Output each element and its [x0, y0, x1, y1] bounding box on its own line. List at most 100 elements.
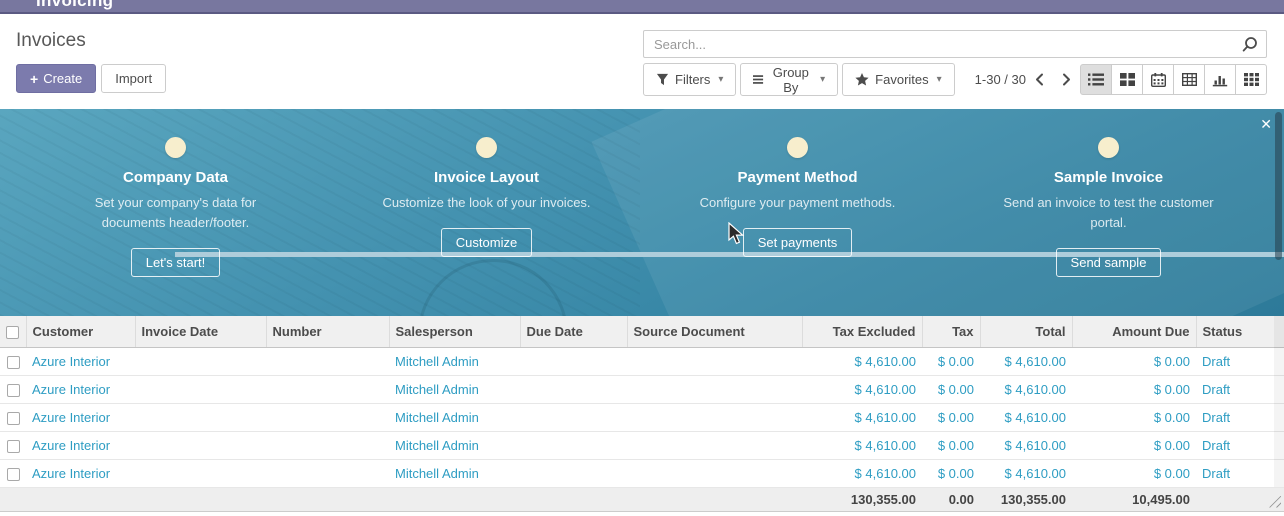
cell-tax[interactable]: $ 0.00 — [922, 459, 980, 488]
cell-tax-excluded[interactable]: $ 4,610.00 — [802, 459, 922, 488]
column-header-customer[interactable]: Customer — [26, 316, 136, 348]
cell-number[interactable] — [266, 431, 389, 460]
cell-source-document[interactable] — [627, 347, 802, 376]
cell-total[interactable]: $ 4,610.00 — [980, 459, 1072, 488]
create-button[interactable]: + Create — [16, 64, 97, 93]
cell-tax[interactable]: $ 0.00 — [922, 431, 980, 460]
cell-tax-excluded[interactable]: $ 4,610.00 — [802, 347, 922, 376]
customize-button[interactable]: Customize — [440, 228, 533, 258]
search-input[interactable] — [644, 36, 1237, 52]
send-sample-button[interactable]: Send sample — [1055, 248, 1162, 278]
cell-customer[interactable]: Azure Interior — [26, 431, 135, 460]
cell-source-document[interactable] — [627, 459, 802, 488]
cell-total[interactable]: $ 4,610.00 — [980, 375, 1072, 404]
cell-customer[interactable]: Azure Interior — [26, 347, 135, 376]
filters-menu-button[interactable]: Filters ▾ — [643, 63, 737, 96]
cell-amount-due[interactable]: $ 0.00 — [1072, 431, 1196, 460]
cell-status[interactable]: Draft — [1196, 431, 1284, 460]
cell-number[interactable] — [266, 375, 389, 404]
cell-total[interactable]: $ 4,610.00 — [980, 347, 1072, 376]
cell-tax-excluded[interactable]: $ 4,610.00 — [802, 375, 922, 404]
graph-view-button[interactable] — [1204, 64, 1236, 95]
table-row[interactable]: Azure Interior Mitchell Admin $ 4,610.00… — [0, 459, 1284, 488]
kanban-view-button[interactable] — [1111, 64, 1143, 95]
lets-start-button[interactable]: Let's start! — [130, 248, 221, 278]
search-icon[interactable] — [1237, 36, 1266, 53]
cell-source-document[interactable] — [627, 375, 802, 404]
cell-tax[interactable]: $ 0.00 — [922, 375, 980, 404]
table-row[interactable]: Azure Interior Mitchell Admin $ 4,610.00… — [0, 375, 1284, 404]
cell-tax-excluded[interactable]: $ 4,610.00 — [802, 431, 922, 460]
cell-number[interactable] — [266, 403, 389, 432]
cell-customer[interactable]: Azure Interior — [26, 403, 135, 432]
cell-total[interactable]: $ 4,610.00 — [980, 403, 1072, 432]
cell-status[interactable]: Draft — [1196, 459, 1284, 488]
cell-source-document[interactable] — [627, 403, 802, 432]
column-header-total[interactable]: Total — [980, 316, 1073, 348]
cell-salesperson[interactable]: Mitchell Admin — [389, 375, 520, 404]
column-header-status[interactable]: Status — [1196, 316, 1284, 348]
set-payments-button[interactable]: Set payments — [742, 228, 853, 258]
list-view-button[interactable] — [1080, 64, 1112, 95]
cell-customer[interactable]: Azure Interior — [26, 375, 135, 404]
table-row[interactable]: Azure Interior Mitchell Admin $ 4,610.00… — [0, 403, 1284, 432]
activity-view-button[interactable] — [1235, 64, 1267, 95]
cell-source-document[interactable] — [627, 431, 802, 460]
cell-due-date[interactable] — [520, 347, 627, 376]
cell-salesperson[interactable]: Mitchell Admin — [389, 431, 520, 460]
column-header-number[interactable]: Number — [266, 316, 390, 348]
cell-status[interactable]: Draft — [1196, 403, 1284, 432]
table-row[interactable]: Azure Interior Mitchell Admin $ 4,610.00… — [0, 431, 1284, 460]
cell-due-date[interactable] — [520, 431, 627, 460]
cell-tax[interactable]: $ 0.00 — [922, 403, 980, 432]
app-name[interactable]: Invoicing — [36, 0, 114, 10]
column-header-tax-excluded[interactable]: Tax Excluded — [802, 316, 923, 348]
cell-salesperson[interactable]: Mitchell Admin — [389, 403, 520, 432]
cell-tax-excluded[interactable]: $ 4,610.00 — [802, 403, 922, 432]
row-checkbox[interactable] — [6, 439, 20, 453]
close-icon[interactable]: ✕ — [1260, 116, 1272, 132]
cell-invoice-date[interactable] — [135, 459, 266, 488]
import-button[interactable]: Import — [101, 64, 167, 93]
cell-number[interactable] — [266, 347, 389, 376]
cell-status[interactable]: Draft — [1196, 347, 1284, 376]
table-row[interactable]: Azure Interior Mitchell Admin $ 4,610.00… — [0, 347, 1284, 376]
cell-number[interactable] — [266, 459, 389, 488]
cell-amount-due[interactable]: $ 0.00 — [1072, 459, 1196, 488]
pivot-view-button[interactable] — [1173, 64, 1205, 95]
resize-handle-icon[interactable] — [1269, 495, 1281, 508]
row-checkbox[interactable] — [6, 467, 20, 481]
cell-status[interactable]: Draft — [1196, 375, 1284, 404]
cell-salesperson[interactable]: Mitchell Admin — [389, 347, 520, 376]
cell-due-date[interactable] — [520, 375, 627, 404]
cell-amount-due[interactable]: $ 0.00 — [1072, 403, 1196, 432]
scrollbar-thumb[interactable] — [1275, 112, 1282, 260]
row-checkbox[interactable] — [6, 383, 20, 397]
cell-amount-due[interactable]: $ 0.00 — [1072, 375, 1196, 404]
cell-customer[interactable]: Azure Interior — [26, 459, 135, 488]
cell-invoice-date[interactable] — [135, 403, 266, 432]
cell-due-date[interactable] — [520, 459, 627, 488]
cell-due-date[interactable] — [520, 403, 627, 432]
group-by-menu-button[interactable]: Group By ▾ — [740, 63, 839, 96]
column-header-tax[interactable]: Tax — [922, 316, 981, 348]
column-header-salesperson[interactable]: Salesperson — [389, 316, 521, 348]
cell-tax[interactable]: $ 0.00 — [922, 347, 980, 376]
cell-invoice-date[interactable] — [135, 375, 266, 404]
select-all-checkbox[interactable] — [6, 325, 20, 339]
row-checkbox[interactable] — [6, 355, 20, 369]
cell-invoice-date[interactable] — [135, 347, 266, 376]
cell-invoice-date[interactable] — [135, 431, 266, 460]
scrollbar-track[interactable] — [1274, 316, 1284, 487]
column-header-due-date[interactable]: Due Date — [520, 316, 628, 348]
pager-previous-button[interactable] — [1026, 73, 1053, 86]
cell-salesperson[interactable]: Mitchell Admin — [389, 459, 520, 488]
cell-amount-due[interactable]: $ 0.00 — [1072, 347, 1196, 376]
search-box[interactable] — [643, 30, 1267, 58]
cell-total[interactable]: $ 4,610.00 — [980, 431, 1072, 460]
pager-next-button[interactable] — [1053, 73, 1080, 86]
column-header-invoice-date[interactable]: Invoice Date — [135, 316, 267, 348]
column-header-amount-due[interactable]: Amount Due — [1072, 316, 1197, 348]
calendar-view-button[interactable] — [1142, 64, 1174, 95]
column-header-source-document[interactable]: Source Document — [627, 316, 803, 348]
